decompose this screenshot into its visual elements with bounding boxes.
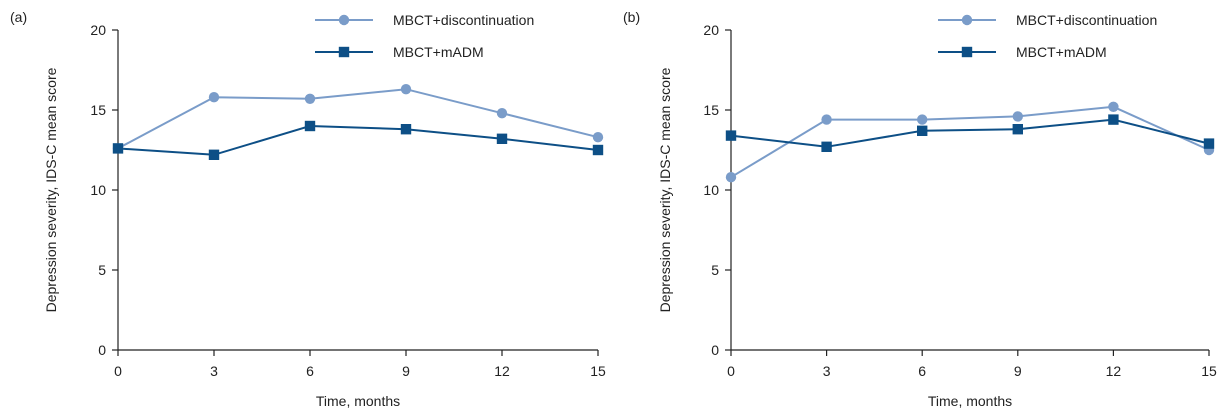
data-point-madm (496, 133, 508, 144)
data-point-madm (1108, 114, 1119, 125)
data-point-madm (112, 143, 124, 154)
data-point-madm (400, 124, 412, 135)
panel-label: (a) (10, 9, 27, 25)
data-point-discontinuation (725, 172, 737, 183)
x-tick-label: 12 (1106, 363, 1122, 379)
data-point-discontinuation (1108, 101, 1119, 113)
y-tick-label: 5 (98, 262, 106, 278)
data-point-discontinuation (400, 84, 412, 95)
x-tick-label: 9 (402, 363, 410, 379)
y-tick-label: 15 (703, 102, 719, 118)
legend-marker (338, 46, 350, 58)
x-tick-label: 3 (210, 363, 218, 379)
x-tick-label: 6 (306, 363, 314, 379)
data-point-madm (304, 120, 316, 132)
y-axis-title: Depression severity, IDS-C mean score (657, 67, 673, 312)
data-point-discontinuation (917, 114, 928, 125)
x-tick-label: 6 (918, 363, 926, 379)
data-point-discontinuation (496, 108, 508, 119)
legend-marker (961, 14, 973, 26)
data-point-madm (1203, 138, 1215, 149)
x-axis-title: Time, months (928, 393, 1012, 409)
data-point-madm (725, 130, 737, 141)
y-tick-label: 20 (90, 22, 106, 38)
x-axis-title: Time, months (316, 393, 400, 409)
series-line-discontinuation (117, 88, 599, 150)
y-tick-label: 20 (703, 22, 719, 38)
legend-marker (338, 14, 350, 26)
series-line-discontinuation (730, 105, 1210, 179)
data-point-discontinuation (592, 132, 604, 143)
data-point-madm (592, 144, 604, 156)
x-tick-label: 0 (114, 363, 122, 379)
x-tick-label: 15 (1201, 363, 1217, 379)
x-tick-label: 12 (494, 363, 510, 379)
legend-marker (961, 46, 973, 58)
x-tick-label: 3 (823, 363, 831, 379)
data-point-discontinuation (208, 92, 220, 103)
y-tick-label: 10 (90, 182, 106, 198)
y-tick-label: 0 (711, 342, 719, 358)
y-tick-label: 0 (98, 342, 106, 358)
y-tick-label: 10 (703, 182, 719, 198)
legend-label: MBCT+mADM (1016, 44, 1107, 60)
legend-label: MBCT+discontinuation (393, 12, 534, 28)
data-point-madm (821, 141, 832, 152)
series-line-madm (117, 124, 599, 156)
chart-panel-b: (b) 0 5 10 15 20 0 3 6 9 12 15 Time, months Depressio… (623, 9, 1217, 409)
series-line-madm (730, 118, 1210, 148)
data-point-discontinuation (1012, 111, 1023, 122)
chart-panel-a: (a) 0 5 10 15 20 0 3 6 9 12 15 Time, months Depressio… (10, 9, 606, 409)
data-point-madm (917, 125, 928, 136)
data-point-madm (1012, 124, 1023, 135)
x-tick-label: 15 (590, 363, 606, 379)
x-tick-label: 9 (1014, 363, 1022, 379)
panel-label: (b) (623, 9, 640, 25)
legend-label: MBCT+mADM (393, 44, 484, 60)
data-point-madm (208, 149, 220, 160)
y-tick-label: 5 (711, 262, 719, 278)
data-point-discontinuation (304, 93, 316, 105)
y-axis-title: Depression severity, IDS-C mean score (43, 67, 59, 312)
legend-label: MBCT+discontinuation (1016, 12, 1157, 28)
x-tick-label: 0 (727, 363, 735, 379)
y-tick-label: 15 (90, 102, 106, 118)
data-point-discontinuation (821, 114, 832, 125)
